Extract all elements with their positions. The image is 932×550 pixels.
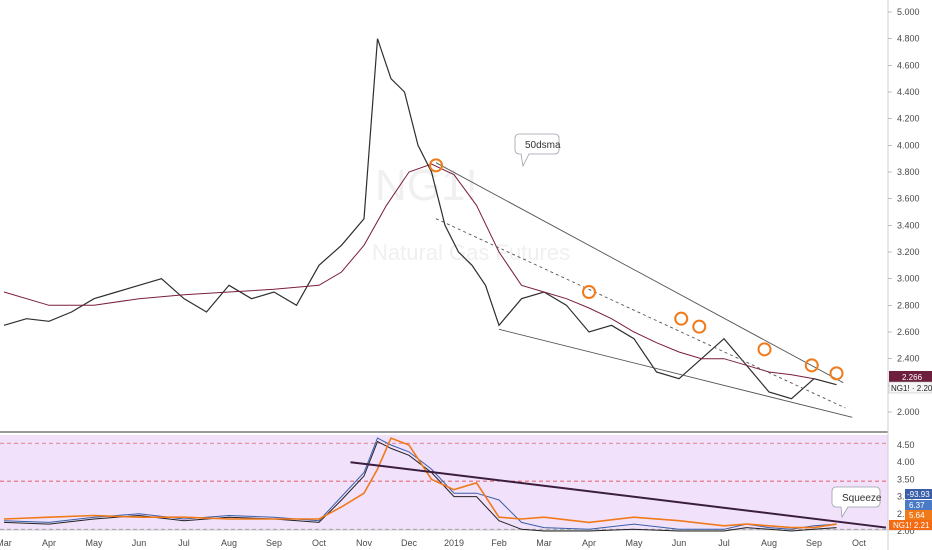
svg-text:NG1! · 2.205: NG1! · 2.205 bbox=[891, 384, 932, 393]
price-tick-label: 3.800 bbox=[897, 167, 920, 177]
svg-text:2.266: 2.266 bbox=[902, 373, 923, 382]
time-tick-label: Jun bbox=[672, 538, 687, 548]
time-tick-label: Mar bbox=[0, 538, 12, 548]
highlight-circle bbox=[804, 358, 819, 373]
time-tick-label: Dec bbox=[401, 538, 418, 548]
price-tick-label: 4.600 bbox=[897, 60, 920, 70]
svg-text:5.64: 5.64 bbox=[909, 511, 925, 520]
trendline bbox=[498, 328, 853, 418]
indicator-tick-label: 4.00 bbox=[897, 457, 915, 467]
indicator-label-3: 5.64 bbox=[905, 510, 932, 520]
highlight-circle bbox=[674, 311, 689, 326]
time-tick-label: 2019 bbox=[444, 538, 464, 548]
svg-text:-93.93: -93.93 bbox=[907, 490, 930, 499]
price-tick-label: 2.600 bbox=[897, 327, 920, 337]
time-tick-label: Mar bbox=[536, 538, 552, 548]
time-tick-label: Oct bbox=[852, 538, 867, 548]
indicator-tick-label: 2.00 bbox=[897, 526, 915, 536]
indicator-trendline bbox=[350, 461, 887, 529]
time-tick-label: Nov bbox=[356, 538, 373, 548]
price-tick-label: 4.000 bbox=[897, 140, 920, 150]
time-tick-label: Feb bbox=[491, 538, 507, 548]
annotation-squeeze[interactable]: Squeeze bbox=[831, 486, 882, 519]
svg-text:50dsma: 50dsma bbox=[525, 140, 561, 151]
time-tick-label: Jun bbox=[132, 538, 147, 548]
price-tick-label: 3.000 bbox=[897, 274, 920, 284]
time-tick-label: May bbox=[85, 538, 103, 548]
price-tick-label: 4.200 bbox=[897, 114, 920, 124]
indicator-tick-label: 3.50 bbox=[897, 474, 915, 484]
time-tick-label: Apr bbox=[42, 538, 56, 548]
svg-text:6.37: 6.37 bbox=[909, 501, 925, 510]
indicator-label-1: -93.93 bbox=[905, 489, 932, 499]
price-label-symbol: NG1! · 2.205 bbox=[888, 381, 932, 394]
watermark-symbol: NG1! bbox=[375, 161, 478, 210]
annotation-50dsma[interactable]: 50dsma bbox=[514, 133, 561, 168]
time-tick-label: May bbox=[625, 538, 643, 548]
highlight-circle bbox=[692, 319, 707, 334]
highlight-circle bbox=[829, 366, 844, 381]
price-tick-label: 5.000 bbox=[897, 7, 920, 17]
indicator-series-line bbox=[3, 437, 837, 529]
time-tick-label: Aug bbox=[221, 538, 237, 548]
price-tick-label: 2.400 bbox=[897, 354, 920, 364]
indicator-series-line bbox=[3, 437, 837, 530]
time-tick-label: Oct bbox=[312, 538, 327, 548]
indicator-label-symbol: NG1! 2.21 bbox=[889, 520, 932, 530]
price-tick-label: 3.600 bbox=[897, 194, 920, 204]
price-tick-label: 4.800 bbox=[897, 34, 920, 44]
indicator-pane bbox=[0, 437, 888, 532]
price-tick-label: 3.400 bbox=[897, 220, 920, 230]
time-tick-label: Aug bbox=[761, 538, 777, 548]
svg-text:Squeeze: Squeeze bbox=[842, 493, 882, 504]
axes: 5.000 4.800 4.600 4.400 4.200 4.000 3.800 3.600… bbox=[0, 7, 920, 548]
trendline bbox=[435, 162, 844, 384]
watermark-name: Natural Gas Futures bbox=[372, 240, 570, 265]
time-tick-label: Apr bbox=[582, 538, 596, 548]
time-tick-label: Sep bbox=[806, 538, 822, 548]
price-tick-label: 3.200 bbox=[897, 247, 920, 257]
time-tick-label: Jul bbox=[718, 538, 730, 548]
highlight-circle bbox=[582, 285, 596, 299]
time-tick-label: Jul bbox=[178, 538, 190, 548]
price-pane bbox=[3, 38, 853, 418]
svg-text:NG1! 2.21: NG1! 2.21 bbox=[893, 521, 930, 530]
price-tick-label: 4.400 bbox=[897, 87, 920, 97]
price-tick-label: 2.000 bbox=[897, 407, 920, 417]
sma50-line bbox=[3, 163, 815, 380]
indicator-label-2: 6.37 bbox=[905, 500, 932, 510]
highlight-circle bbox=[429, 158, 443, 173]
price-tick-label: 2.800 bbox=[897, 300, 920, 310]
highlight-circle bbox=[757, 342, 772, 357]
price-label-sma: 2.266 bbox=[889, 371, 932, 382]
indicator-tick-label: 4.50 bbox=[897, 440, 915, 450]
time-tick-label: Sep bbox=[266, 538, 282, 548]
